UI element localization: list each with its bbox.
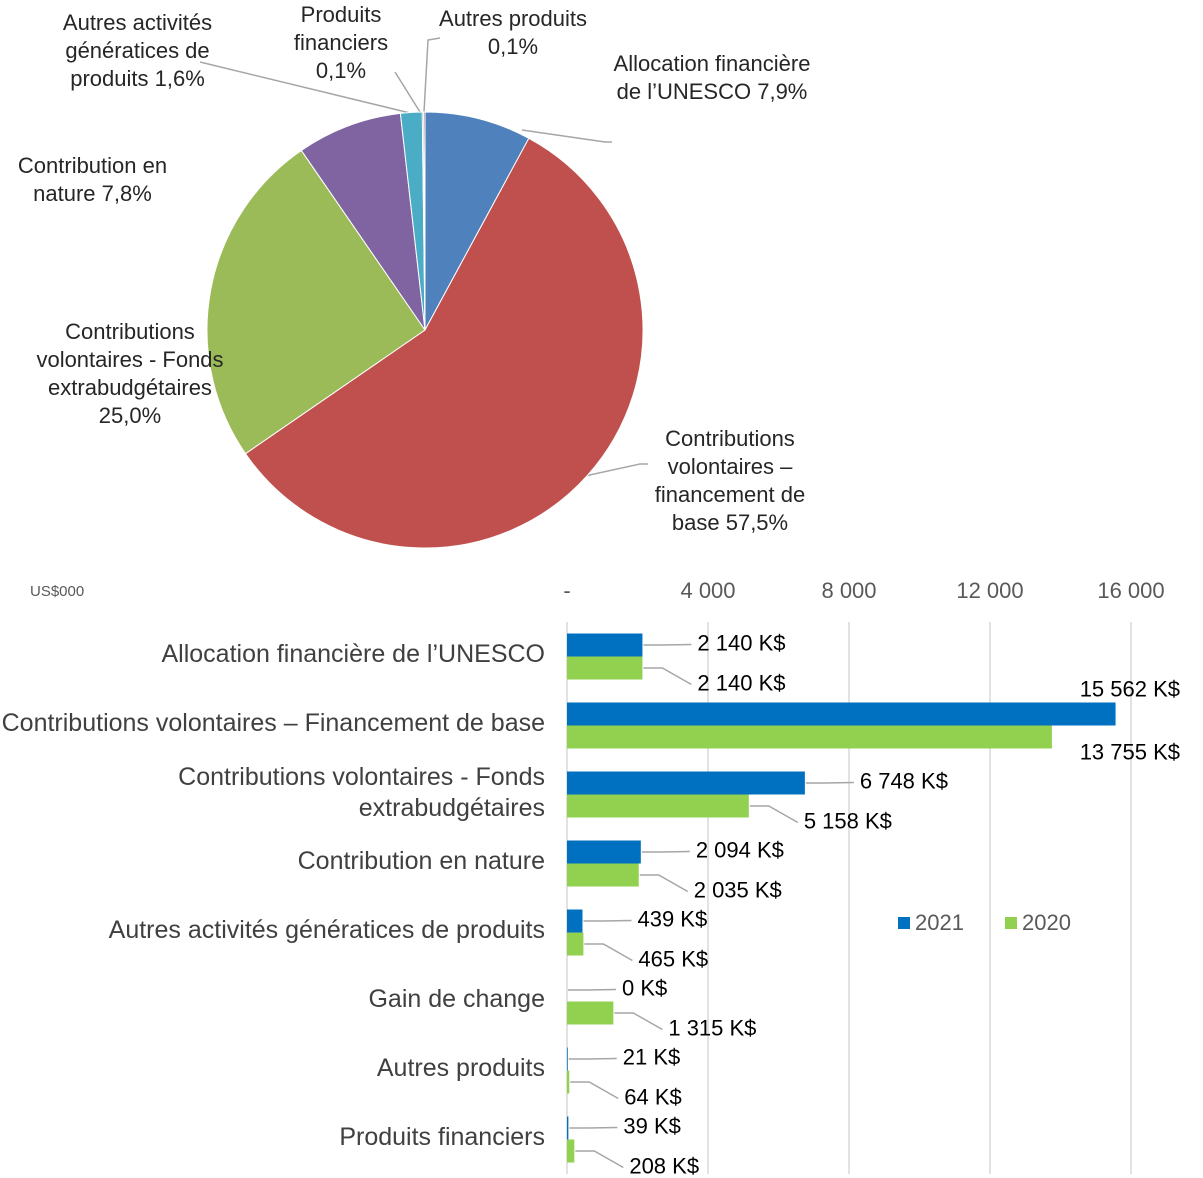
slice-name: Contributions volontaires – financement … [654, 426, 806, 535]
bar [567, 1001, 614, 1025]
slice-name: Produits financiers [293, 2, 389, 55]
bar [567, 1139, 575, 1163]
value-label: 2 035 K$ [694, 877, 782, 902]
bar [567, 909, 583, 933]
bar [567, 1047, 568, 1071]
category-label: Autres activités génératices de produits [108, 916, 545, 944]
value-label: 2 140 K$ [697, 630, 785, 655]
slice-label: Contributions volontaires – financement … [640, 425, 820, 537]
pie-slice [423, 111, 426, 331]
bar [567, 633, 643, 657]
pie-leaders [199, 37, 648, 477]
leader-line [641, 850, 690, 853]
value-label: 439 K$ [637, 906, 707, 931]
slice-label: Contributions volontaires - Fonds extrab… [15, 318, 245, 430]
pie-slice [244, 137, 644, 549]
x-tick-label: 8 000 [821, 578, 876, 603]
bar [567, 1116, 569, 1140]
slice-name: Contributions volontaires - Fonds extrab… [36, 319, 224, 400]
slice-name: Autres activités génératices de produits [62, 10, 213, 91]
category-label: Autres produits [376, 1054, 545, 1082]
slice-label: Autres produits 0,1% [418, 5, 608, 61]
bar [567, 794, 749, 818]
pie-slice [424, 111, 530, 331]
legend-label: 2021 [915, 910, 964, 935]
leader-line [643, 643, 692, 646]
slice-label: Produits financiers 0,1% [276, 1, 406, 85]
bar [567, 656, 643, 680]
x-tick-label: - [563, 578, 570, 603]
bar [567, 1070, 570, 1094]
category-label: Produits financiers [339, 1123, 545, 1151]
leader-line [575, 1150, 624, 1169]
slice-value: 1,6% [154, 66, 205, 91]
value-label: 465 K$ [638, 946, 708, 971]
value-label: 2 094 K$ [696, 837, 784, 862]
bar [567, 840, 641, 864]
leader-line [584, 943, 633, 962]
category-label: Contribution en nature [297, 847, 545, 875]
category-label: Contributions volontaires – Financement … [1, 709, 545, 737]
pie-slice [206, 149, 426, 455]
pie-slice [300, 112, 426, 331]
value-label: 1 315 K$ [668, 1015, 756, 1040]
slice-label: Autres activités génératices de produits… [30, 9, 245, 93]
leader-line [805, 781, 854, 784]
slice-label: Allocation financière de l’UNESCO 7,9% [612, 50, 812, 106]
bar [567, 863, 639, 887]
leader-line [583, 919, 632, 922]
slice-name: Autres produits [439, 6, 587, 31]
bar [567, 702, 1116, 726]
legend-label: 2020 [1022, 910, 1071, 935]
leader-line [643, 667, 692, 686]
x-tick-label: 16 000 [1097, 578, 1164, 603]
slice-name: Allocation financière de l’UNESCO [613, 51, 811, 104]
slice-value: 0,1% [487, 34, 539, 59]
value-label: 39 K$ [623, 1113, 681, 1138]
leader-line [521, 129, 612, 143]
slice-value: 7,9% [757, 79, 808, 104]
leader-line [749, 805, 799, 824]
leader-line [639, 874, 689, 893]
slice-name: Contribution en nature [17, 153, 168, 206]
slice-value: 0,1% [315, 58, 367, 83]
value-label: 5 158 K$ [804, 808, 892, 833]
slice-value: 57,5% [725, 510, 789, 535]
leader-line [614, 1012, 663, 1031]
leader-line [570, 1081, 619, 1100]
legend-swatch [898, 917, 910, 929]
slice-label: Contribution en nature 7,8% [10, 152, 175, 208]
x-tick-label: 12 000 [956, 578, 1023, 603]
category-label: Gain de change [368, 985, 545, 1013]
value-label: 208 K$ [629, 1153, 699, 1178]
leader-line [569, 1126, 618, 1129]
leader-line [199, 61, 411, 114]
value-label: 21 K$ [623, 1044, 681, 1069]
slice-value: 25,0% [98, 403, 162, 428]
value-label: 15 562 K$ [1080, 676, 1180, 701]
leader-line [584, 463, 648, 477]
value-label: 2 140 K$ [697, 670, 785, 695]
bar [567, 725, 1052, 749]
category-label: Allocation financière de l’UNESCO [161, 640, 545, 668]
x-tick-label: 4 000 [680, 578, 735, 603]
unit-label: US$000 [30, 583, 84, 600]
category-label: Contributions volontaires - Fonds extrab… [178, 762, 545, 822]
bar [567, 771, 805, 795]
leader-line [423, 37, 441, 113]
leader-line [394, 71, 421, 113]
value-label: 64 K$ [624, 1084, 682, 1109]
value-label: 0 K$ [622, 975, 667, 1000]
value-label: 6 748 K$ [860, 768, 948, 793]
slice-value: 7,8% [101, 181, 152, 206]
value-label: 13 755 K$ [1080, 739, 1180, 764]
bar [567, 932, 584, 956]
leader-line [568, 1057, 617, 1060]
leader-line [568, 988, 617, 991]
legend-swatch [1005, 917, 1017, 929]
